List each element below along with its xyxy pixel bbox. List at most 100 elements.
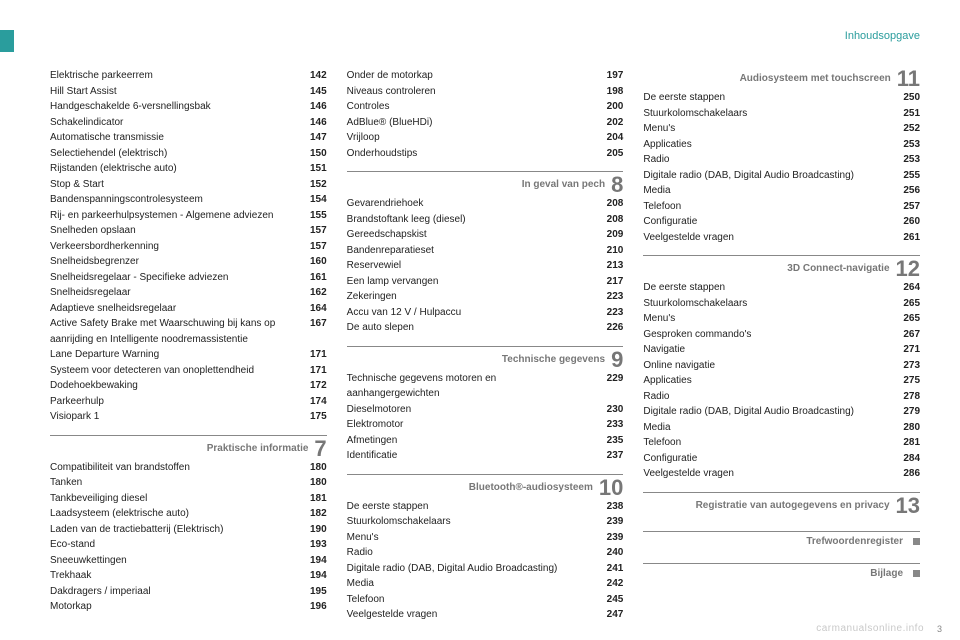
toc-entry-label: Hill Start Assist: [50, 84, 297, 100]
toc-entry-label: Accu van 12 V / Hulpaccu: [347, 305, 594, 321]
toc-entry: Radio240: [347, 545, 624, 561]
toc-entry: Veelgestelde vragen247: [347, 607, 624, 623]
toc-entry-page: 182: [297, 506, 327, 522]
toc-entry-page: 280: [890, 420, 920, 436]
toc-entry: Configuratie260: [643, 214, 920, 230]
toc-entry-page: 164: [297, 301, 327, 317]
toc-entry-page: 223: [593, 289, 623, 305]
toc-entry-page: 167: [297, 316, 327, 332]
section-7-head: Praktische informatie 7: [50, 435, 327, 460]
toc-entry-page: 180: [297, 475, 327, 491]
toc-entry-label: Stop & Start: [50, 177, 297, 193]
toc-entry: Menu's252: [643, 121, 920, 137]
toc-entry-page: 286: [890, 466, 920, 482]
toc-entry-label: Gereedschapskist: [347, 227, 594, 243]
toc-entry-page: 197: [593, 68, 623, 84]
toc-entry: Snelheidsregelaar162: [50, 285, 327, 301]
toc-entry-label: Lane Departure Warning: [50, 347, 297, 363]
toc-entry: Tanken180: [50, 475, 327, 491]
toc-entry: Stuurkolomschakelaars251: [643, 106, 920, 122]
toc-entry: Elektrische parkeerrem142: [50, 68, 327, 84]
toc-entry-label: Reservewiel: [347, 258, 594, 274]
toc-entry-page: 253: [890, 152, 920, 168]
section-8-head: In geval van pech 8: [347, 171, 624, 196]
toc-entry-label: Gevarendriehoek: [347, 196, 594, 212]
toc-entry: Trekhaak194: [50, 568, 327, 584]
toc-entry: De auto slepen226: [347, 320, 624, 336]
toc-entry-page: 281: [890, 435, 920, 451]
toc-entry-label: Digitale radio (DAB, Digital Audio Broad…: [347, 561, 594, 577]
accent-bar: [0, 30, 14, 52]
toc-entry-label: Technische gegevens motoren en aanhanger…: [347, 371, 594, 402]
section-8-num: 8: [611, 174, 623, 196]
toc-entry-page: 171: [297, 363, 327, 379]
toc-entry: Radio253: [643, 152, 920, 168]
toc-entry-label: Laden van de tractiebatterij (Elektrisch…: [50, 522, 297, 538]
toc-entry: Digitale radio (DAB, Digital Audio Broad…: [643, 168, 920, 184]
toc-entry-label: Tanken: [50, 475, 297, 491]
toc-entry-label: Gesproken commando's: [643, 327, 890, 343]
toc-entry-page: 278: [890, 389, 920, 405]
toc-entry: Technische gegevens motoren en aanhanger…: [347, 371, 624, 402]
toc-entry: Niveaus controleren198: [347, 84, 624, 100]
toc-entry: Snelheidsbegrenzer160: [50, 254, 327, 270]
toc-entry-page: 157: [297, 223, 327, 239]
toc-entry-page: 241: [593, 561, 623, 577]
section-9-num: 9: [611, 349, 623, 371]
toc-entry-page: 150: [297, 146, 327, 162]
toc-entry: Visiopark 1175: [50, 409, 327, 425]
toc-entry: Applicaties253: [643, 137, 920, 153]
square-icon: [913, 570, 920, 577]
toc-entry-label: Media: [347, 576, 594, 592]
toc-entry-page: 239: [593, 530, 623, 546]
toc-entry-label: Bandenspanningscontrolesysteem: [50, 192, 297, 208]
toc-entry-page: 200: [593, 99, 623, 115]
section-11-title: Audiosysteem met touchscreen: [740, 71, 891, 87]
toc-entry-label: Afmetingen: [347, 433, 594, 449]
toc-entry-page: 265: [890, 311, 920, 327]
toc-entry-page: 247: [593, 607, 623, 623]
toc-entry-label: Parkeerhulp: [50, 394, 297, 410]
toc-entry-page: 257: [890, 199, 920, 215]
toc-entry-page: 271: [890, 342, 920, 358]
toc-entry: Laadsysteem (elektrische auto)182: [50, 506, 327, 522]
toc-entry: Parkeerhulp174: [50, 394, 327, 410]
section-10-title: Bluetooth®-audiosysteem: [469, 480, 593, 496]
toc-entry: De eerste stappen264: [643, 280, 920, 296]
toc-entry-label: Brandstoftank leeg (diesel): [347, 212, 594, 228]
toc-entry: Hill Start Assist145: [50, 84, 327, 100]
toc-entry-page: 237: [593, 448, 623, 464]
toc-entry-label: Automatische transmissie: [50, 130, 297, 146]
toc-entry-label: Online navigatie: [643, 358, 890, 374]
toc-entry-page: 142: [297, 68, 327, 84]
toc-entry-page: 239: [593, 514, 623, 530]
toc-entry-page: 210: [593, 243, 623, 259]
section-12-title: 3D Connect-navigatie: [787, 261, 889, 277]
section-11-num: 11: [897, 68, 920, 90]
toc-entry-label: Elektrische parkeerrem: [50, 68, 297, 84]
toc-entry-label: Media: [643, 420, 890, 436]
toc-entry-label: Snelheden opslaan: [50, 223, 297, 239]
toc-entry: Radio278: [643, 389, 920, 405]
toc-entry-label: Media: [643, 183, 890, 199]
toc-entry: Afmetingen235: [347, 433, 624, 449]
toc-entry-page: 160: [297, 254, 327, 270]
toc-entry-page: 209: [593, 227, 623, 243]
toc-entry: Onder de motorkap197: [347, 68, 624, 84]
toc-entry: Menu's239: [347, 530, 624, 546]
toc-entry-label: Digitale radio (DAB, Digital Audio Broad…: [643, 168, 890, 184]
toc-entry-page: 230: [593, 402, 623, 418]
toc-entry: Stuurkolomschakelaars265: [643, 296, 920, 312]
toc-entry: Zekeringen223: [347, 289, 624, 305]
toc-entry: Telefoon257: [643, 199, 920, 215]
toc-entry: Veelgestelde vragen286: [643, 466, 920, 482]
toc-entry-page: 256: [890, 183, 920, 199]
toc-entry-page: 180: [297, 460, 327, 476]
toc-entry-label: Stuurkolomschakelaars: [347, 514, 594, 530]
toc-entry-page: 145: [297, 84, 327, 100]
toc-entry-page: 147: [297, 130, 327, 146]
toc-entry-page: 261: [890, 230, 920, 246]
toc-entry-page: 146: [297, 115, 327, 131]
toc-entry-page: 194: [297, 553, 327, 569]
section-bijlage-head: Bijlage: [643, 563, 920, 582]
